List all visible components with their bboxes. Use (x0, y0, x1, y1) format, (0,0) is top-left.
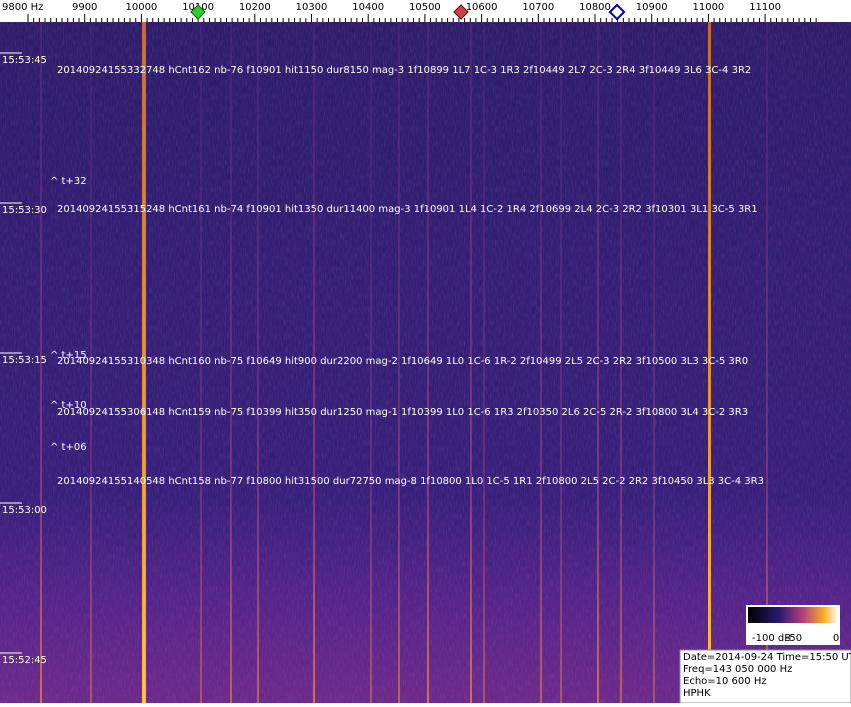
freq-label: 9800 Hz (2, 2, 43, 13)
info-line: HPHK (683, 688, 711, 699)
marker-blue (608, 3, 626, 21)
streak (40, 22, 42, 703)
freq-label: 11000 (692, 2, 724, 13)
marker-label: ^ t+10 (50, 400, 87, 411)
streak (398, 22, 400, 703)
signal-streaks (40, 22, 768, 703)
streak (560, 22, 562, 703)
colorbar-label: -50 (786, 633, 802, 644)
freq-label: 9900 (72, 2, 97, 13)
marker-label: ^ t+15 (50, 350, 87, 361)
time-label: 15:53:45 (2, 55, 47, 66)
freq-label: 10300 (296, 2, 328, 13)
event-line: 20140924155310348 hCnt160 nb-75 f10649 h… (57, 356, 748, 367)
streak (766, 22, 768, 703)
event-line: 20140924155332748 hCnt162 nb-76 f10901 h… (57, 65, 751, 76)
streak (483, 22, 485, 703)
freq-label: 10700 (522, 2, 554, 13)
streak (200, 22, 202, 703)
colorbar-label: 0 (833, 633, 839, 644)
freq-label: 10000 (125, 2, 157, 13)
streak (653, 22, 655, 703)
overlay: 15:53:45 15:53:30 15:53:15 15:53:00 15:52:45… (0, 52, 851, 699)
event-line: 20140924155315248 hCnt161 nb-74 f10901 h… (57, 204, 758, 215)
streak (90, 22, 92, 703)
info-line: Date=2014-09-24 Time=15:50 UTC (683, 652, 851, 663)
time-label: 15:53:00 (2, 505, 47, 516)
carrier (708, 22, 711, 703)
time-label: 15:53:15 (2, 355, 47, 366)
marker-red (453, 4, 469, 20)
info-box (679, 649, 851, 704)
freq-label: 10400 (352, 2, 384, 13)
info-line: Echo=10 600 Hz (683, 676, 767, 687)
time-label: 15:53:30 (2, 205, 47, 216)
streak (313, 22, 315, 703)
marker-label: ^ t+06 (50, 442, 87, 453)
carrier (142, 22, 146, 703)
streak (370, 22, 372, 703)
freq-label: 10200 (239, 2, 271, 13)
colorbar (748, 607, 838, 623)
streak (540, 22, 542, 703)
event-line: 20140924155140548 hCnt158 nb-77 f10800 h… (57, 476, 764, 487)
freq-axis (0, 0, 851, 22)
streak (257, 22, 259, 703)
freq-label: 11100 (749, 2, 781, 13)
freq-label: 10600 (466, 2, 498, 13)
streak (427, 22, 429, 703)
freq-label: 10900 (636, 2, 668, 13)
marker-green (190, 4, 206, 20)
colorbar-label: -100 dB (752, 633, 791, 644)
streak (597, 22, 599, 703)
freq-label: 10800 (579, 2, 611, 13)
streak (230, 22, 232, 703)
freq-label: 10500 (409, 2, 441, 13)
streak (620, 22, 622, 703)
time-label: 15:52:45 (2, 655, 47, 666)
info-line: Freq=143 050 000 Hz (683, 664, 792, 675)
streak (470, 22, 472, 703)
marker-label: ^ t+32 (50, 176, 87, 187)
event-line: 20140924155306148 hCnt159 nb-75 f10399 h… (57, 407, 748, 418)
